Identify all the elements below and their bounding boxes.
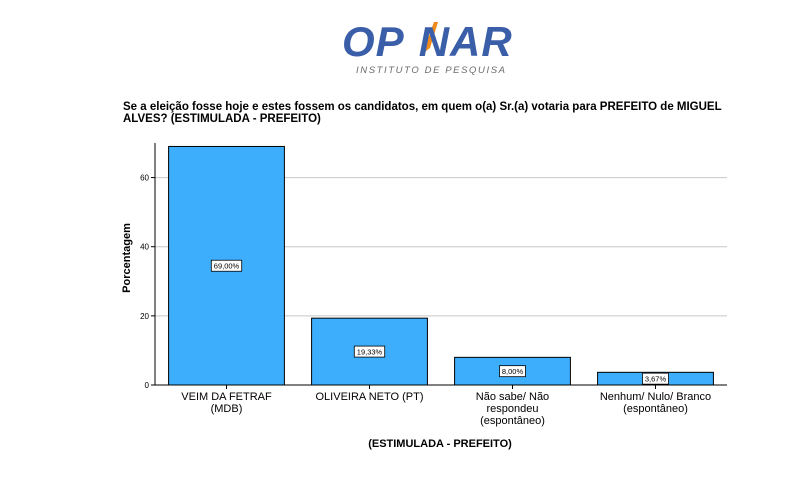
x-tick-label-line: (espontâneo): [623, 403, 688, 415]
data-label-box: [353, 345, 386, 358]
x-tick-label-line: OLIVEIRA NETO (PT): [316, 391, 424, 403]
data-label: 19,33%: [357, 348, 383, 357]
y-tick-label: 20: [140, 312, 149, 321]
data-label: 8,00%: [502, 367, 524, 376]
y-tick-label: 40: [140, 243, 149, 252]
logo-subtitle: INSTITUTO DE PESQUISA: [356, 65, 507, 76]
x-tick-label-line: (MDB): [211, 403, 243, 415]
y-tick-label: 0: [145, 381, 150, 390]
x-tick-label: Nenhum/ Nulo/ Branco (espontâneo): [600, 391, 711, 415]
x-tick-label: VEIM DA FETRAF (MDB): [181, 391, 272, 415]
data-label-box: [499, 365, 526, 378]
x-tick-label-line: respondeu: [487, 403, 539, 415]
y-axis-title: Porcentagem: [121, 223, 133, 293]
logo-swoosh-icon: [422, 22, 438, 54]
logo-wordmark-left: OP: [342, 18, 405, 65]
logo-wordmark: OP NAR: [342, 18, 513, 66]
data-label-box: [642, 372, 669, 385]
y-tick-label: 60: [140, 174, 149, 183]
x-tick-label: OLIVEIRA NETO (PT): [316, 391, 424, 403]
data-label: 3,67%: [645, 375, 667, 384]
data-label-box: [210, 259, 243, 272]
x-tick-label-line: Nenhum/ Nulo/ Branco: [600, 391, 711, 403]
chart-title: Se a eleição fosse hoje e estes fossem o…: [123, 101, 722, 125]
x-tick-label-line: VEIM DA FETRAF: [181, 391, 272, 403]
data-label: 69,00%: [214, 262, 240, 271]
opinar-logo: OP NAR INSTITUTO DE PESQUISA: [330, 18, 520, 80]
x-tick-label-line: Não sabe/ Não: [476, 391, 549, 403]
logo-wordmark-right: NAR: [418, 18, 513, 65]
x-tick-label-line: (espontâneo): [480, 415, 545, 427]
x-axis-title: (ESTIMULADA - PREFEITO): [368, 438, 512, 450]
x-tick-label: Não sabe/ Não respondeu (espontâneo): [476, 391, 549, 427]
